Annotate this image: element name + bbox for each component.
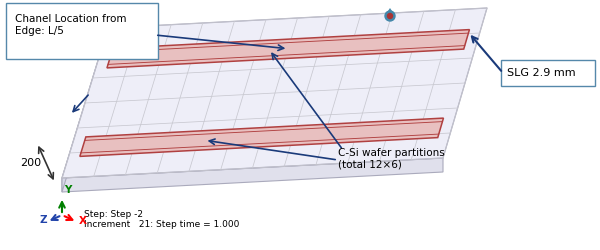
Text: X: X [79, 216, 87, 226]
Polygon shape [62, 28, 108, 192]
FancyBboxPatch shape [501, 60, 595, 86]
Text: SLG 2.9 mm: SLG 2.9 mm [507, 68, 575, 78]
Polygon shape [107, 30, 469, 68]
Text: Z: Z [39, 215, 47, 225]
Circle shape [385, 11, 395, 21]
Text: Chanel Location from
Edge: L/5: Chanel Location from Edge: L/5 [15, 14, 127, 36]
Text: 200: 200 [20, 158, 41, 168]
Polygon shape [386, 8, 394, 14]
FancyBboxPatch shape [6, 3, 158, 59]
Polygon shape [62, 158, 443, 192]
Circle shape [388, 14, 392, 18]
Text: Step: Step -2
Increment   21: Step time = 1.000: Step: Step -2 Increment 21: Step time = … [84, 210, 239, 230]
Text: C-Si wafer partitions
(total 12×6): C-Si wafer partitions (total 12×6) [338, 148, 445, 170]
Polygon shape [62, 8, 487, 178]
Text: Y: Y [64, 185, 71, 195]
Polygon shape [80, 118, 443, 156]
